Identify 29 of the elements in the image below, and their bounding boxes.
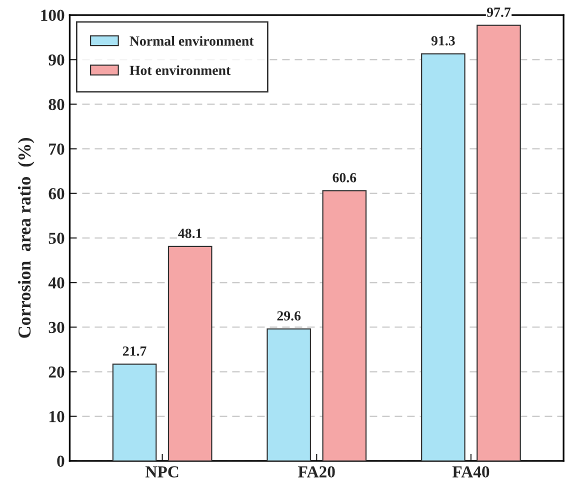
data-label: 29.6 [277, 311, 301, 321]
y-axis-title: Corrosion area ratio (%) [18, 138, 34, 338]
bar [112, 364, 157, 461]
y-tick-label: 100 [41, 10, 64, 21]
legend-label: Hot environment [130, 65, 231, 76]
data-label: 60.6 [332, 172, 356, 182]
y-tick-label: 0 [57, 456, 64, 467]
bar [322, 190, 367, 461]
bar [421, 53, 466, 461]
bar [266, 328, 312, 461]
data-label: 91.3 [431, 36, 455, 46]
bar [476, 24, 521, 461]
y-tick-label: 10 [50, 411, 64, 422]
x-tick-label: FA20 [298, 466, 335, 478]
data-label: 48.1 [178, 228, 202, 238]
y-tick-label: 80 [48, 98, 64, 110]
y-tick-label: 20 [48, 366, 64, 378]
y-tick-label: 50 [48, 232, 64, 244]
data-label: 21.7 [122, 346, 146, 356]
x-tick-label: FA40 [452, 466, 490, 478]
y-tick-label: 70 [49, 143, 64, 155]
y-tick-label: 30 [48, 322, 64, 334]
data-label: 97.7 [486, 8, 511, 17]
y-tick-label: 90 [48, 54, 64, 66]
y-tick-label: 60 [48, 188, 64, 200]
bar [168, 246, 212, 461]
y-tick-label: 40 [48, 277, 64, 289]
x-tick-label: NPC [146, 466, 178, 478]
legend-label: Normal environment [130, 36, 254, 46]
